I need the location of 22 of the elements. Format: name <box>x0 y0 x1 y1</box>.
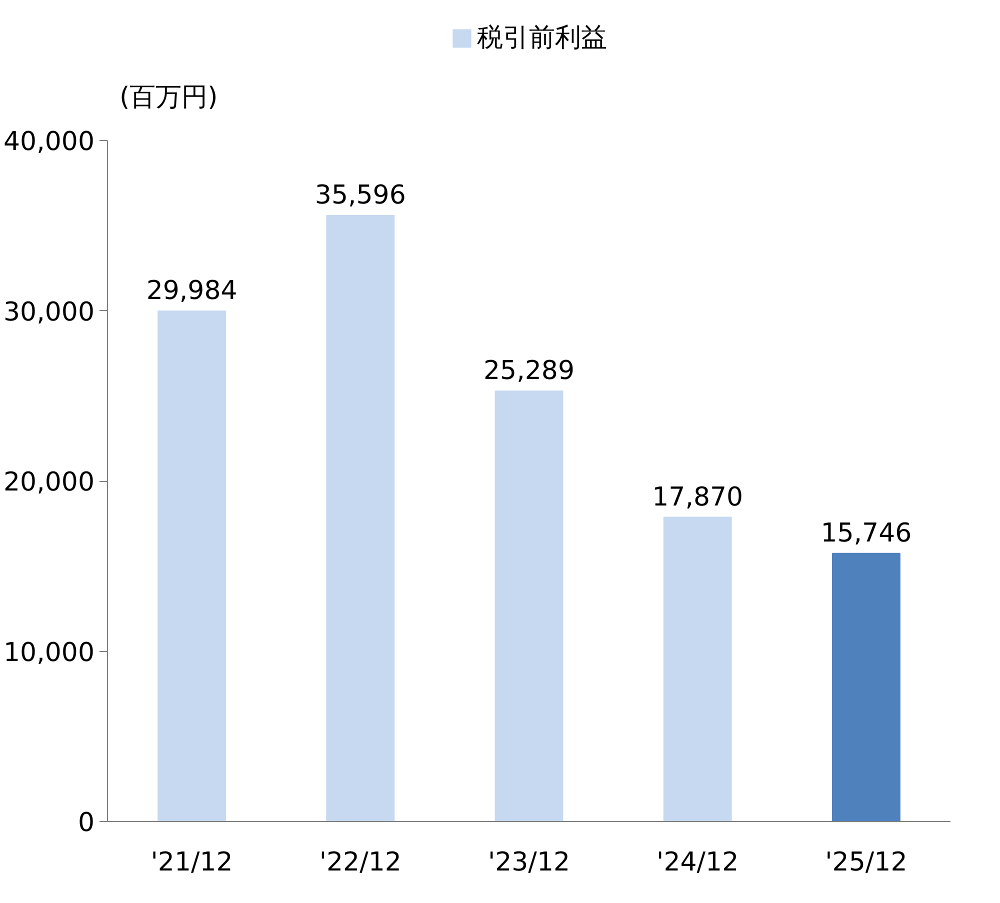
data-label: 25,289 <box>484 356 574 386</box>
x-tick-label: '22/12 <box>319 848 402 878</box>
bar <box>494 390 564 822</box>
y-tick-label: 20,000 <box>4 468 95 498</box>
legend-label: 税引前利益 <box>477 22 607 55</box>
bar <box>832 552 900 822</box>
x-tick-label: '24/12 <box>656 848 739 878</box>
y-axis-title: (百万円) <box>120 82 218 112</box>
data-label: 35,596 <box>314 180 406 210</box>
y-tick-label: 40,000 <box>4 127 95 157</box>
x-tick-label: '23/12 <box>488 848 570 878</box>
y-tick-label: 30,000 <box>4 297 95 328</box>
y-tick-label: 0 <box>78 808 95 838</box>
x-tick-label: '21/12 <box>150 848 233 878</box>
data-label: 17,870 <box>652 482 744 512</box>
bar <box>326 214 395 822</box>
bar <box>663 516 732 822</box>
data-label: 15,746 <box>820 518 912 548</box>
x-tick-label: '25/12 <box>825 848 908 878</box>
data-label: 29,984 <box>146 276 238 306</box>
bar <box>158 310 226 822</box>
y-tick-label: 10,000 <box>4 638 95 668</box>
